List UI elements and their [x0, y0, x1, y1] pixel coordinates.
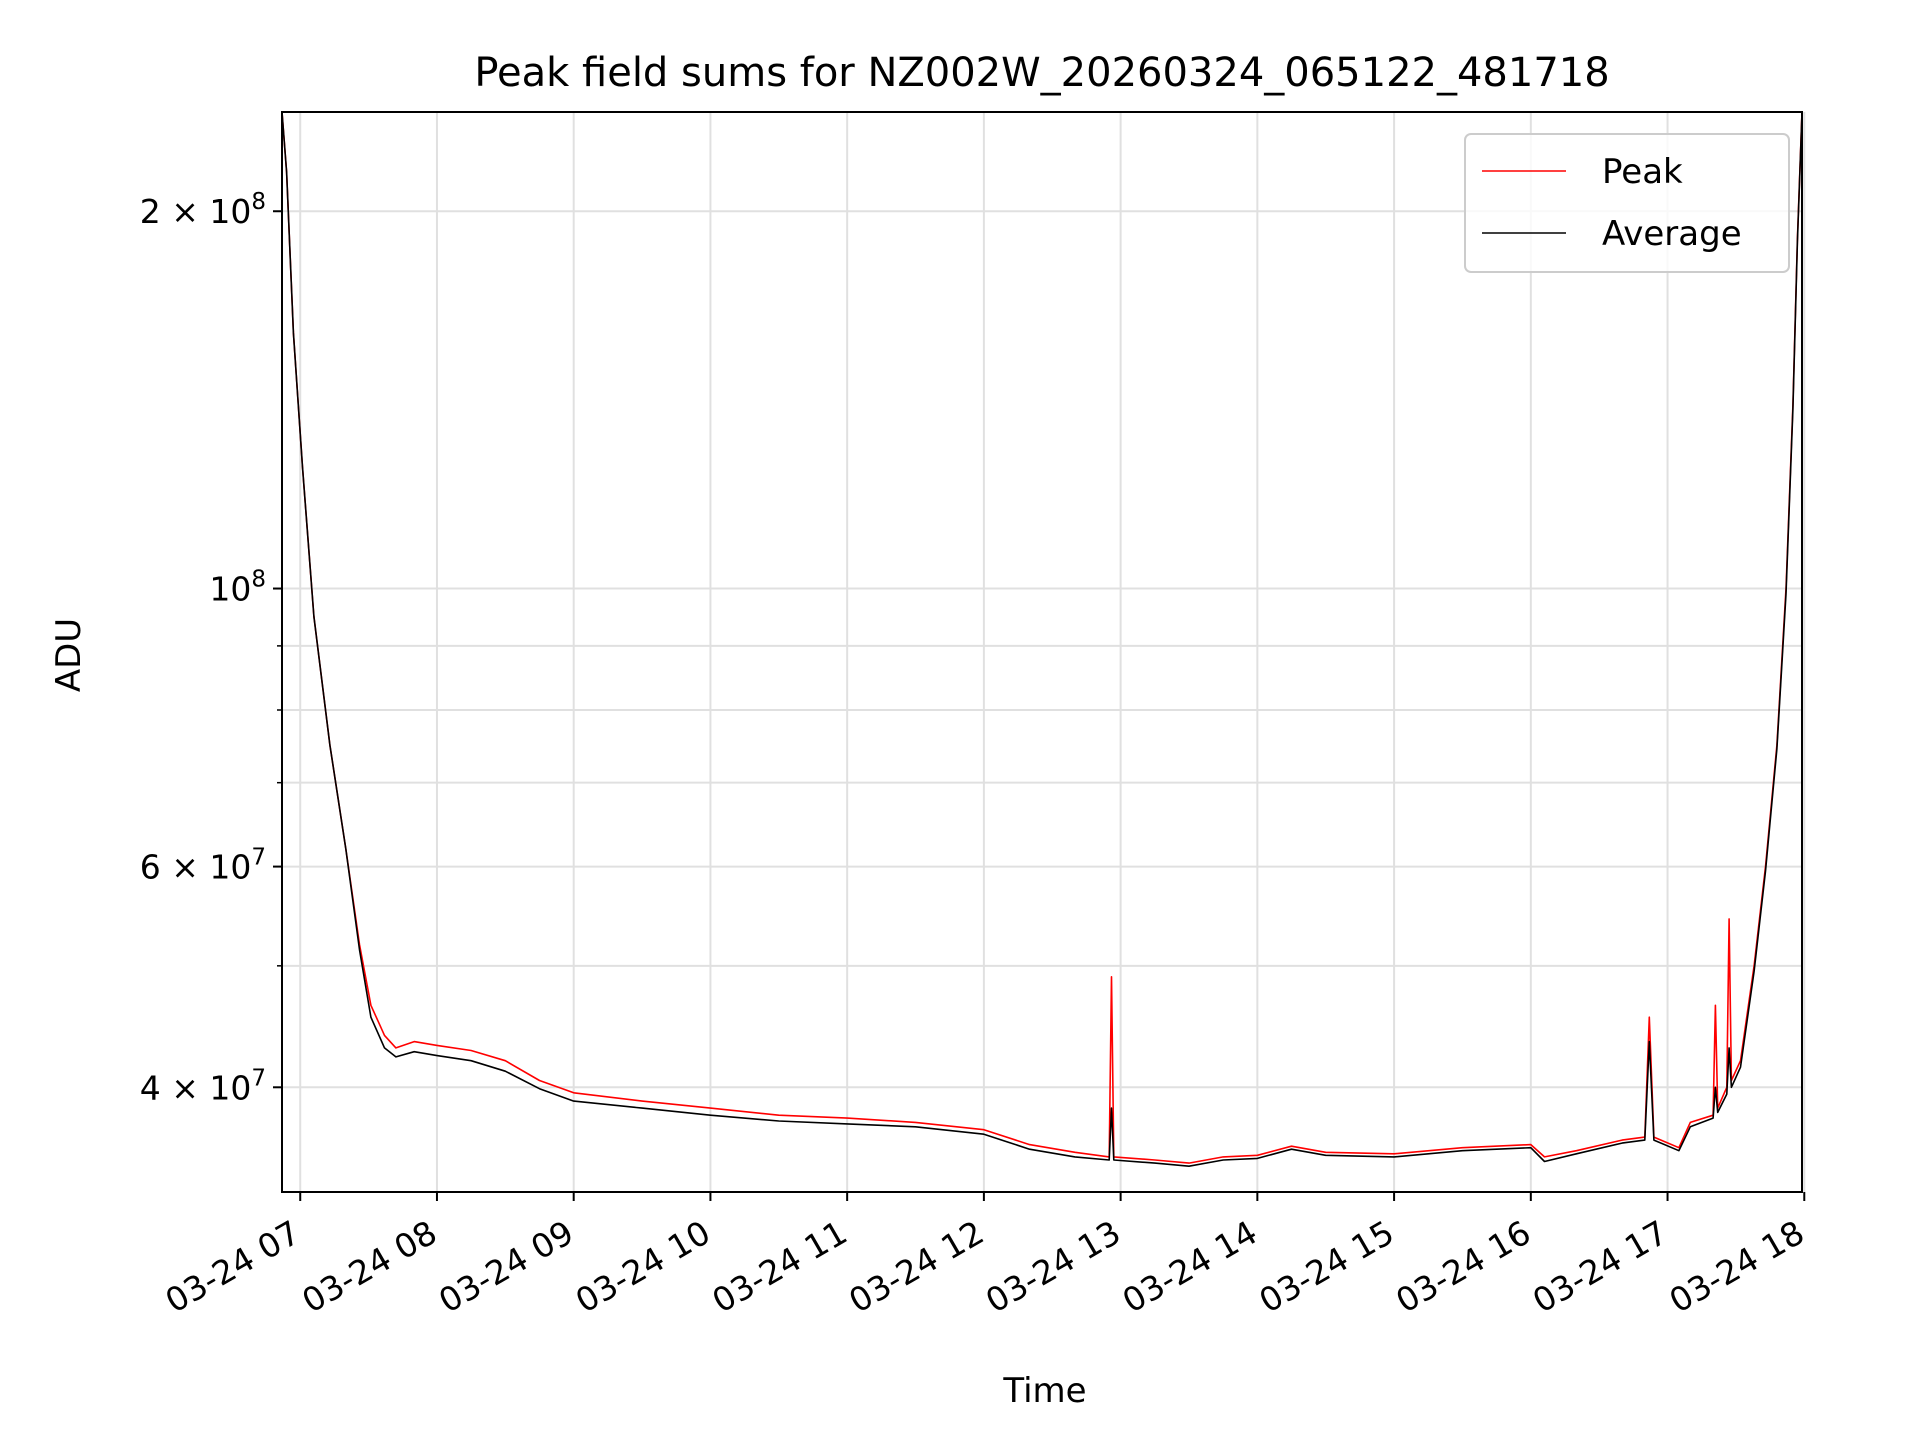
series-line-peak	[282, 112, 1802, 1164]
legend-box	[1464, 133, 1790, 273]
y-tick-label: 6 × 107	[140, 845, 266, 887]
chart-title: Peak field sums for NZ002W_20260324_0651…	[474, 50, 1609, 96]
y-axis-label: ADU	[49, 618, 89, 692]
grid-lines	[282, 112, 1806, 1192]
legend: Peak Average	[1464, 133, 1790, 273]
y-tick-label: 4 × 107	[140, 1065, 266, 1107]
legend-label-peak: Peak	[1602, 152, 1683, 192]
series-line-average	[282, 112, 1802, 1167]
legend-label-average: Average	[1602, 214, 1742, 254]
y-tick-label: 2 × 108	[140, 189, 266, 231]
series-lines	[282, 112, 1802, 1167]
x-axis-label: Time	[1002, 1371, 1086, 1411]
plot-frame	[281, 111, 1803, 1193]
y-tick-label: 108	[209, 567, 266, 609]
